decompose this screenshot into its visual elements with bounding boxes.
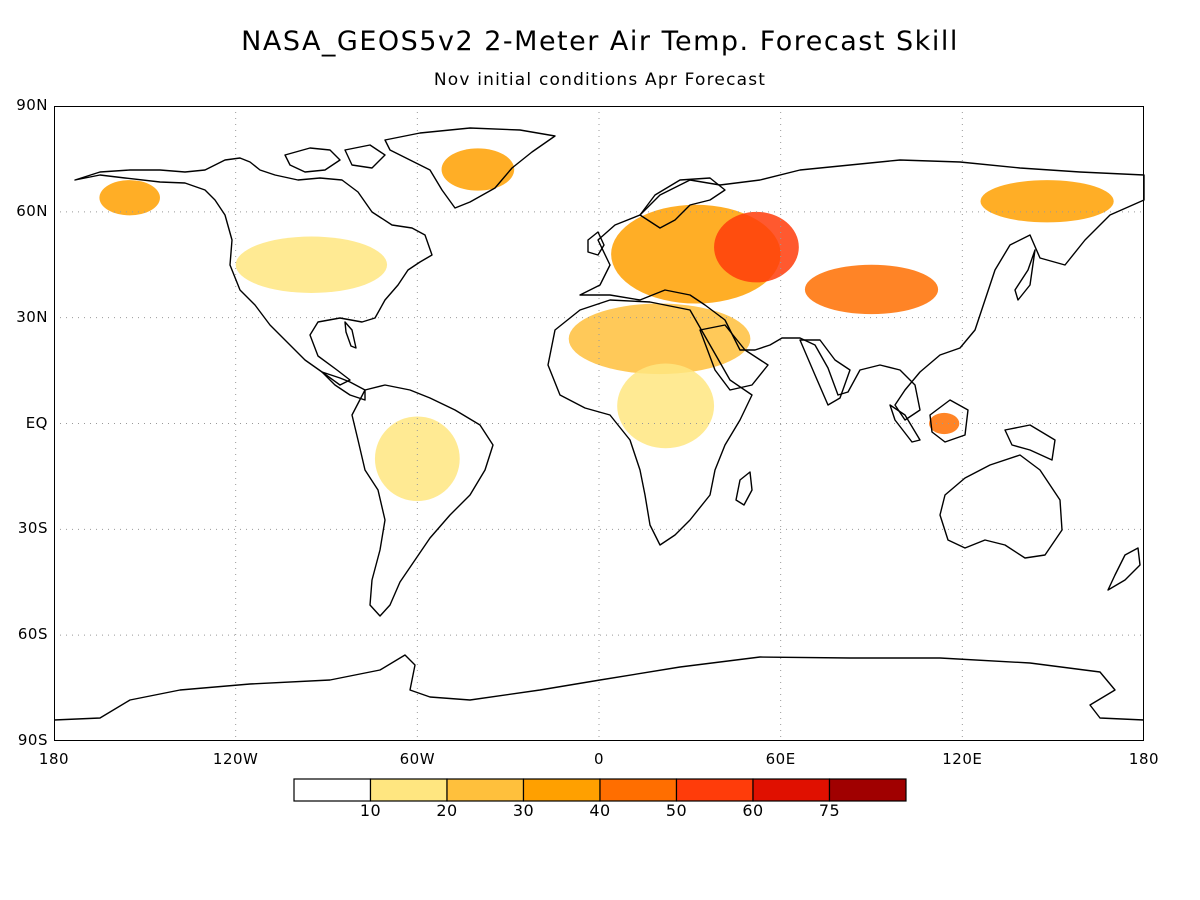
- lon-tick-label-1: 120W: [212, 750, 259, 768]
- coastline-britain: [587, 231, 605, 256]
- lon-tick-label-5: 120E: [942, 750, 983, 768]
- coastline-north-america: [74, 157, 433, 386]
- map-subtitle: Nov initial conditions Apr Forecast: [433, 70, 767, 90]
- map-frame: [54, 106, 1144, 741]
- coastline-borneo: [929, 399, 969, 443]
- coastline-south-america: [351, 384, 494, 617]
- skill-region-5: [441, 148, 515, 191]
- lat-tick-label-3: EQ: [25, 413, 48, 432]
- coastline-greenland: [384, 127, 556, 209]
- colorbar-level-1: 20: [436, 801, 458, 820]
- skill-region-8: [374, 416, 460, 502]
- coastline-japan: [1014, 249, 1036, 301]
- skill-region-9: [617, 363, 715, 449]
- coastline-antarctica: [53, 654, 1145, 721]
- lat-tick-label-4: 30S: [17, 519, 48, 538]
- colorbar-level-2: 30: [512, 801, 535, 820]
- lat-tick-label-2: 30N: [16, 307, 48, 326]
- skill-region-2: [804, 264, 939, 315]
- coastline-scandinavia: [639, 177, 726, 229]
- coastline-india: [799, 339, 851, 406]
- coastline-eurasia: [579, 159, 1145, 421]
- skill-region-7: [929, 412, 960, 435]
- skill-region-10: [235, 236, 388, 293]
- lat-tick-label-6: 90S: [17, 731, 48, 749]
- lon-tick-label-4: 60E: [765, 750, 796, 768]
- coastline-madagascar: [735, 471, 753, 506]
- coastline-sumatra: [889, 404, 921, 443]
- lat-tick-label-5: 60S: [17, 625, 48, 644]
- coastlines: [53, 127, 1145, 721]
- colorbar-level-4: 50: [665, 801, 688, 820]
- skill-region-4: [568, 303, 751, 375]
- coastline-florida: [344, 321, 357, 349]
- coastline-new-zealand: [1107, 547, 1141, 591]
- colorbar-level-3: 40: [589, 801, 611, 820]
- skill-region-1: [714, 211, 799, 283]
- coastline-australia: [939, 454, 1063, 559]
- lon-tick-label-0: 180: [38, 750, 70, 768]
- skill-region-6: [99, 180, 160, 216]
- coastline-central-america: [321, 371, 366, 401]
- coastline-africa: [547, 299, 753, 546]
- coastline-arctic-islands: [284, 144, 386, 173]
- lat-tick-label-0: 90N: [16, 96, 48, 114]
- colorbar-level-5: 60: [742, 801, 764, 820]
- colorbar-level-0: 10: [359, 801, 382, 820]
- lat-tick-label-1: 60N: [16, 201, 48, 220]
- map-title: NASA_GEOS5v2 2-Meter Air Temp. Forecast …: [241, 26, 959, 57]
- lon-tick-label-2: 60W: [399, 750, 436, 768]
- colorbar-level-6: 75: [818, 801, 841, 820]
- coastline-new-guinea: [1004, 424, 1056, 461]
- coastline-arabia: [699, 324, 769, 391]
- lon-tick-label-3: 0: [593, 750, 605, 768]
- lon-tick-label-6: 180: [1128, 750, 1160, 768]
